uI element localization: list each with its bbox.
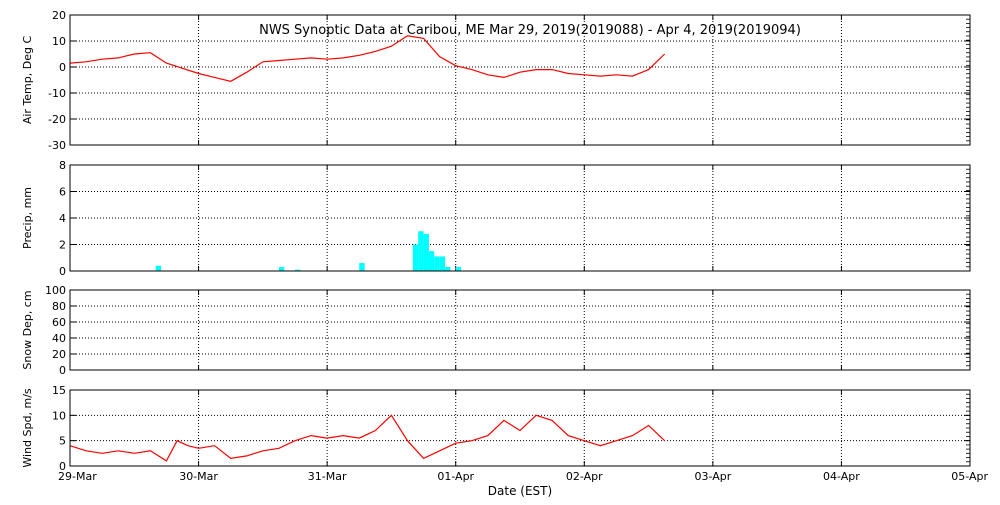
- y-tick-label: 5: [59, 435, 66, 448]
- y-axis-label: Snow Dep, cm: [21, 290, 34, 369]
- y-tick-label: 100: [45, 284, 66, 297]
- x-tick-label: 05-Apr: [951, 470, 988, 483]
- precip-bar: [412, 244, 419, 271]
- precip-bar: [434, 256, 440, 271]
- y-tick-label: 40: [52, 332, 66, 345]
- series-line-0: [69, 35, 666, 82]
- precip-bar: [295, 269, 301, 271]
- x-tick-label: 01-Apr: [437, 470, 474, 483]
- y-tick-label: 8: [59, 159, 66, 172]
- precip-bar: [428, 251, 435, 271]
- y-tick-label: 6: [59, 186, 66, 199]
- y-tick-label: 20: [52, 9, 66, 22]
- precip-bar: [418, 231, 424, 271]
- precip-bar: [423, 233, 429, 271]
- chart-title: NWS Synoptic Data at Caribou, ME Mar 29,…: [259, 23, 801, 38]
- y-tick-label: 0: [59, 460, 66, 473]
- precip-bar: [455, 267, 462, 271]
- y-axis-label: Precip, mm: [21, 187, 34, 249]
- x-tick-label: 30-Mar: [179, 470, 218, 483]
- precip-bar: [155, 265, 162, 271]
- precip-bar: [439, 256, 445, 271]
- panel-frame: [69, 389, 971, 467]
- y-axis-label: Air Temp, Deg C: [21, 36, 34, 125]
- y-tick-label: 15: [52, 384, 66, 397]
- y-tick-label: 10: [52, 35, 66, 48]
- x-tick-label: 03-Apr: [694, 470, 731, 483]
- x-tick-label: 29-Mar: [58, 470, 97, 483]
- y-tick-label: -20: [48, 113, 66, 126]
- y-tick-label: 60: [52, 316, 66, 329]
- y-tick-label: 20: [52, 348, 66, 361]
- y-tick-label: -10: [48, 87, 66, 100]
- y-tick-label: -30: [48, 139, 66, 152]
- precip-bar: [359, 263, 365, 271]
- series-line-3: [69, 414, 666, 462]
- panel-frame: [69, 14, 971, 146]
- precip-bar: [445, 267, 451, 271]
- panel-frame: [69, 289, 971, 371]
- panel-frame: [69, 164, 971, 272]
- y-tick-label: 0: [59, 364, 66, 377]
- x-tick-label: 04-Apr: [823, 470, 860, 483]
- y-tick-label: 0: [59, 265, 66, 278]
- y-tick-label: 10: [52, 409, 66, 422]
- y-tick-label: 2: [59, 239, 66, 252]
- y-tick-label: 80: [52, 300, 66, 313]
- x-tick-label: 31-Mar: [308, 470, 347, 483]
- precip-bar: [278, 267, 285, 271]
- x-tick-label: 02-Apr: [566, 470, 603, 483]
- x-axis-label: Date (EST): [488, 484, 552, 498]
- y-axis-label: Wind Spd, m/s: [21, 388, 34, 468]
- y-tick-label: 4: [59, 212, 66, 225]
- y-tick-label: 0: [59, 61, 66, 74]
